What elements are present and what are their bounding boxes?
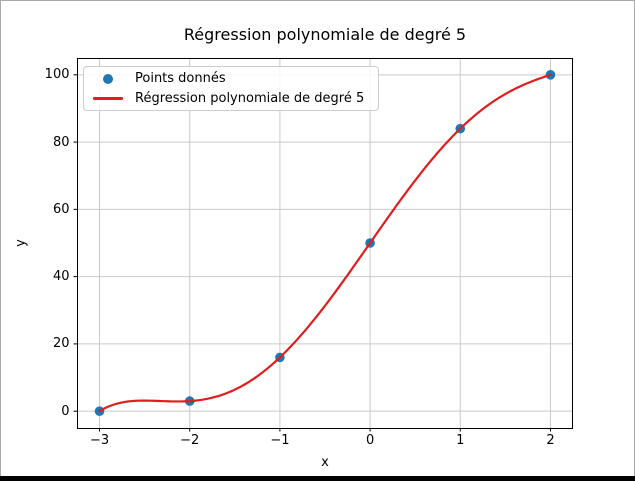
legend: Points donnés Régression polynomiale de …	[83, 66, 379, 111]
window-border-top	[0, 0, 635, 1]
y-tick-label: 60	[52, 201, 70, 217]
y-tick-label: 100	[44, 67, 70, 83]
legend-label-regression: Régression polynomiale de degré 5	[135, 90, 365, 106]
regression-line	[98, 73, 552, 413]
x-tick-label: −2	[180, 433, 200, 448]
window-bottom-bar	[0, 476, 635, 481]
window-border-left	[0, 0, 1, 481]
x-tick-label: −1	[270, 433, 290, 448]
y-tick-label: 20	[52, 336, 70, 352]
legend-label-points: Points donnés	[135, 71, 226, 87]
x-tick-label: 0	[365, 433, 375, 448]
legend-item-regression: Régression polynomiale de degré 5	[90, 89, 372, 108]
x-tick-label: 1	[456, 433, 465, 448]
legend-item-points: Points donnés	[90, 69, 372, 88]
y-tick-label: 80	[52, 134, 70, 150]
y-tick-label: 40	[52, 269, 70, 285]
line-marker-icon	[90, 96, 126, 100]
x-axis-label: x	[321, 455, 329, 470]
y-tick-label: 0	[61, 403, 70, 419]
y-axis-label: y	[13, 239, 29, 247]
x-tick-label: −3	[89, 433, 110, 448]
chart-title: Régression polynomiale de degré 5	[183, 25, 467, 44]
axes-frame	[77, 58, 573, 429]
x-tick-label: 2	[546, 433, 555, 448]
scatter-marker-icon	[90, 73, 126, 84]
